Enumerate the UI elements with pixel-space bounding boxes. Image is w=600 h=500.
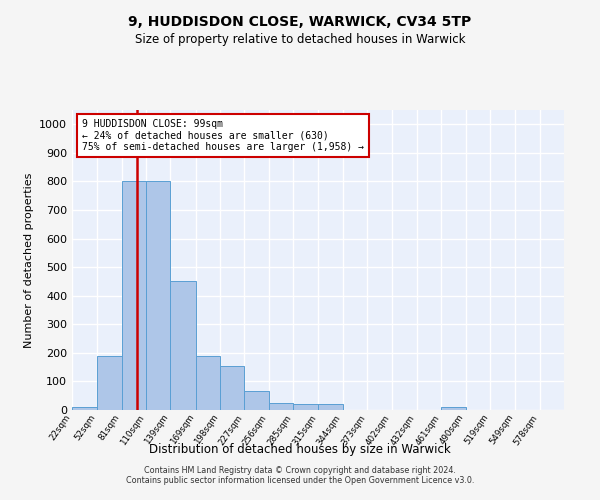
Text: Size of property relative to detached houses in Warwick: Size of property relative to detached ho… <box>135 32 465 46</box>
Bar <box>196 356 220 410</box>
Bar <box>122 182 146 410</box>
Bar <box>319 404 343 410</box>
Bar <box>72 407 97 410</box>
Text: Contains HM Land Registry data © Crown copyright and database right 2024.
Contai: Contains HM Land Registry data © Crown c… <box>126 466 474 485</box>
Bar <box>269 403 293 410</box>
Bar <box>97 356 122 410</box>
Text: 9, HUDDISDON CLOSE, WARWICK, CV34 5TP: 9, HUDDISDON CLOSE, WARWICK, CV34 5TP <box>128 15 472 29</box>
Bar <box>244 392 269 410</box>
Text: 9 HUDDISDON CLOSE: 99sqm
← 24% of detached houses are smaller (630)
75% of semi-: 9 HUDDISDON CLOSE: 99sqm ← 24% of detach… <box>82 119 364 152</box>
Bar <box>220 366 244 410</box>
Bar <box>293 404 319 410</box>
Bar <box>441 407 466 410</box>
Bar <box>146 182 170 410</box>
Y-axis label: Number of detached properties: Number of detached properties <box>23 172 34 348</box>
Bar <box>170 282 196 410</box>
Text: Distribution of detached houses by size in Warwick: Distribution of detached houses by size … <box>149 444 451 456</box>
